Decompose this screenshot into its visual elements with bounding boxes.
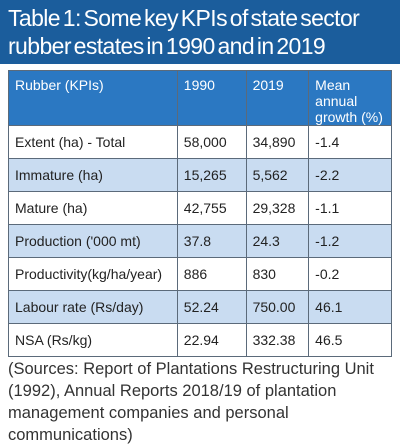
table-cell: NSA (Rs/kg) <box>8 323 178 357</box>
table-cell: 52.24 <box>176 290 247 324</box>
table-cell: 886 <box>176 257 247 291</box>
table-cell: 24.3 <box>245 224 310 258</box>
table-cell: 15,265 <box>176 158 247 192</box>
table-cell: 37.8 <box>176 224 247 258</box>
table-row: Immature (ha) 15,265 5,562 -2.2 <box>8 158 392 192</box>
title-banner: Table 1: Some key KPIs of state sector r… <box>0 0 400 64</box>
header-cell: 2019 <box>245 70 310 126</box>
title-line: Table 1: Some key KPIs of state sector <box>8 5 360 31</box>
table-cell: 42,755 <box>176 191 247 225</box>
table-cell: 830 <box>245 257 310 291</box>
table-cell: -2.2 <box>308 158 392 192</box>
table-row: Mature (ha) 42,755 29,328 -1.1 <box>8 191 392 225</box>
table-cell: 22.94 <box>176 323 247 357</box>
table-cell: -1.1 <box>308 191 392 225</box>
header-row: Rubber (KPIs) 1990 2019 Mean annual growth … <box>8 70 392 126</box>
source-note: (Sources: Report of Plantations Restruct… <box>8 360 374 444</box>
table-row: Production ('000 mt) 37.8 24.3 -1.2 <box>8 224 392 258</box>
table-cell: 29,328 <box>245 191 310 225</box>
header-cell: 1990 <box>176 70 247 126</box>
table-cell: Production ('000 mt) <box>8 224 178 258</box>
table-row: Labour rate (Rs/day) 52.24 750.00 46.1 <box>8 290 392 324</box>
title-line: rubber estates in 1990 and in 2019 <box>8 33 326 59</box>
table-row: Extent (ha) - Total 58,000 34,890 -1.4 <box>8 125 392 159</box>
table-cell: 332.38 <box>245 323 310 357</box>
table-cell: -0.2 <box>308 257 392 291</box>
table-cell: Immature (ha) <box>8 158 178 192</box>
table-row: NSA (Rs/kg) 22.94 332.38 46.5 <box>8 323 392 357</box>
table-cell: 750.00 <box>245 290 310 324</box>
table-cell: 46.5 <box>308 323 392 357</box>
table-cell: 34,890 <box>245 125 310 159</box>
table-cell: Extent (ha) - Total <box>8 125 178 159</box>
kpi-table: Rubber (KPIs) 1990 2019 Mean annual growth … <box>8 70 392 357</box>
table-cell: 46.1 <box>308 290 392 324</box>
header-cell: Mean annual growth (%) <box>308 70 392 126</box>
table-cell: 58,000 <box>176 125 247 159</box>
table-cell: Labour rate (Rs/day) <box>8 290 178 324</box>
table-row: Productivity(kg/ha/year) 886 830 -0.2 <box>8 257 392 291</box>
header-cell: Rubber (KPIs) <box>8 70 178 126</box>
table-cell: 5,562 <box>245 158 310 192</box>
table-cell: Productivity(kg/ha/year) <box>8 257 178 291</box>
table-cell: -1.2 <box>308 224 392 258</box>
table-cell: -1.4 <box>308 125 392 159</box>
table-cell: Mature (ha) <box>8 191 178 225</box>
